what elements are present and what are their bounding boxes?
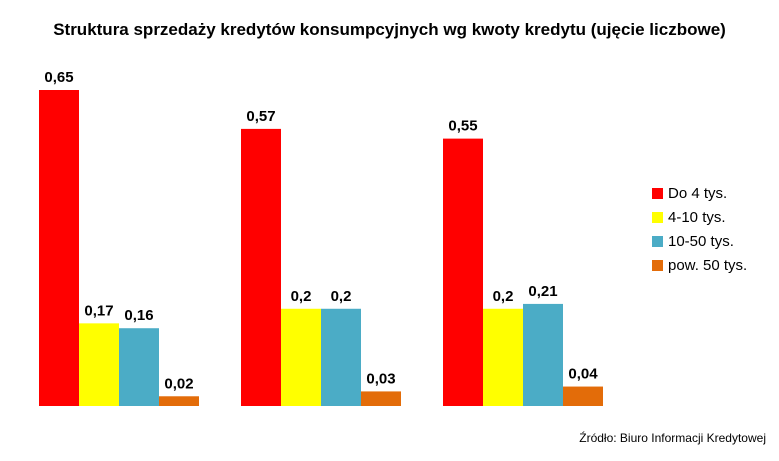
data-label-2-group-2: 0,2 [291,288,312,305]
bar-1-group-1 [39,90,79,406]
bar-4-group-2 [361,391,401,406]
data-label-2-group-3: 0,2 [493,288,514,305]
legend-label-4: pow. 50 tys. [668,256,748,274]
legend-swatch-3 [652,235,663,247]
legend-item-1: Do 4 tys. [652,181,747,205]
legend-label-1: Do 4 tys. [668,184,728,202]
bar-2-group-1 [79,323,119,406]
bar-3-group-1 [119,328,159,406]
legend-swatch-1 [652,187,663,199]
data-label-1-group-2: 0,57 [246,108,275,125]
data-label-4-group-1: 0,02 [164,375,193,392]
chart-title: Struktura sprzedaży kredytów konsumpcyjn… [53,20,726,39]
legend-swatch-2 [652,211,663,223]
data-label-3-group-2: 0,2 [331,288,352,305]
bar-4-group-3 [563,386,603,406]
legend-label-2: 4-10 tys. [668,208,726,226]
legend-label-3: 10-50 tys. [668,232,734,250]
bar-2-group-2 [281,308,321,406]
legend-item-3: 10-50 tys. [652,229,747,253]
bar-1-group-3 [443,138,483,406]
legend-item-2: 4-10 tys. [652,205,747,229]
data-label-1-group-1: 0,65 [44,69,73,86]
bar-3-group-2 [321,308,361,406]
data-label-4-group-2: 0,03 [366,370,395,387]
source-note: Źródło: Biuro Informacji Kredytowej [579,431,766,445]
bar-1-group-2 [241,128,281,406]
data-label-2-group-1: 0,17 [84,302,113,319]
data-label-3-group-3: 0,21 [528,283,557,300]
chart-legend: Do 4 tys. 4-10 tys. 10-50 tys. pow. 50 tys. [652,181,747,277]
data-label-3-group-1: 0,16 [124,307,153,324]
bar-2-group-3 [483,308,523,406]
data-label-4-group-3: 0,04 [568,366,598,383]
bar-3-group-3 [523,303,563,406]
data-label-1-group-3: 0,55 [448,118,477,135]
legend-item-4: pow. 50 tys. [652,253,747,277]
bar-4-group-1 [159,396,199,406]
legend-swatch-4 [652,259,663,271]
